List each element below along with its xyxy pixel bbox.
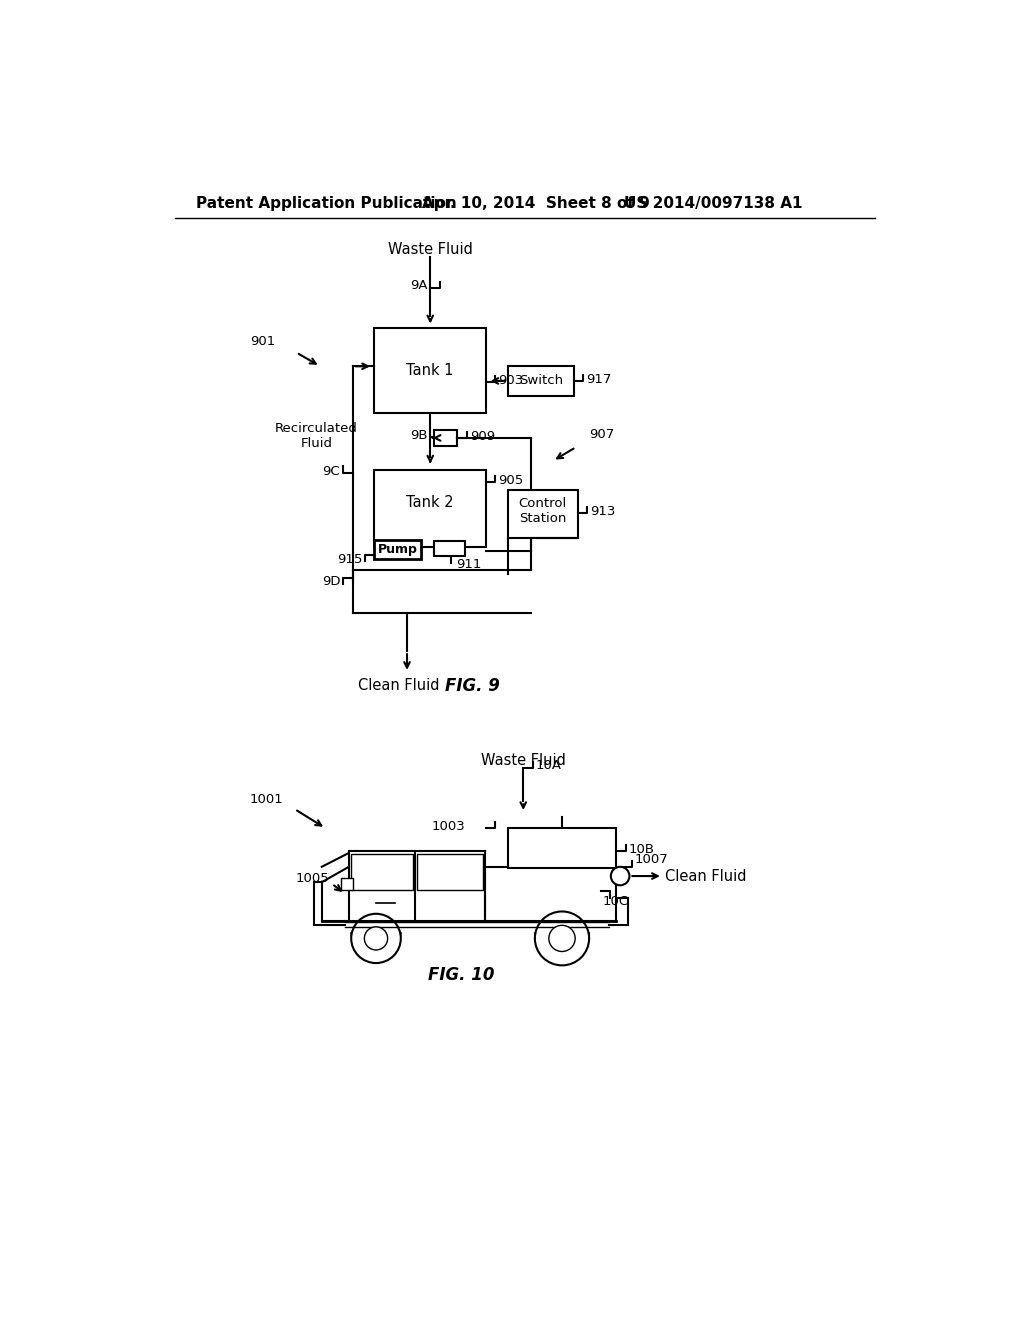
Bar [375, 327, 486, 412]
Bar [341, 878, 352, 890]
Text: Pump: Pump [378, 543, 418, 556]
Bar [508, 367, 573, 396]
Text: 911: 911 [456, 557, 481, 570]
Circle shape [611, 867, 630, 886]
Bar [434, 430, 458, 446]
Bar [508, 490, 578, 539]
Text: 9C: 9C [322, 465, 340, 478]
Bar [434, 541, 465, 557]
Text: FIG. 10: FIG. 10 [428, 966, 495, 983]
Text: 10B: 10B [629, 843, 654, 857]
Text: 1007: 1007 [634, 853, 668, 866]
Text: Switch: Switch [518, 375, 563, 388]
Text: 9D: 9D [322, 574, 340, 587]
Text: 9A: 9A [410, 279, 427, 292]
Text: 913: 913 [590, 506, 615, 519]
Text: 909: 909 [470, 430, 495, 444]
Text: US 2014/0097138 A1: US 2014/0097138 A1 [624, 195, 803, 211]
Text: 10A: 10A [536, 759, 561, 772]
Text: Control
Station: Control Station [518, 498, 566, 525]
Text: Clean Fluid: Clean Fluid [665, 869, 746, 883]
Text: 901: 901 [250, 335, 275, 348]
Text: 903: 903 [499, 374, 523, 387]
Text: 1001: 1001 [249, 792, 283, 805]
Text: 915: 915 [337, 553, 362, 566]
Circle shape [351, 913, 400, 964]
Circle shape [549, 925, 575, 952]
Bar [351, 854, 414, 890]
Text: FIG. 9: FIG. 9 [445, 677, 501, 694]
Bar [508, 829, 616, 869]
Text: Apr. 10, 2014  Sheet 8 of 9: Apr. 10, 2014 Sheet 8 of 9 [423, 195, 650, 211]
Text: 907: 907 [589, 428, 614, 441]
Bar [417, 854, 483, 890]
Text: Tank 1: Tank 1 [407, 363, 454, 378]
Circle shape [365, 927, 388, 950]
Text: 9B: 9B [410, 429, 427, 442]
Bar [375, 470, 486, 548]
Circle shape [535, 911, 589, 965]
Text: 1003: 1003 [431, 820, 465, 833]
Text: Recirculated
Fluid: Recirculated Fluid [274, 421, 357, 450]
Text: 905: 905 [499, 474, 523, 487]
Text: 10C: 10C [602, 895, 629, 908]
Bar [375, 540, 421, 558]
Text: 1005: 1005 [296, 871, 330, 884]
Text: Clean Fluid: Clean Fluid [358, 678, 440, 693]
Text: Patent Application Publication: Patent Application Publication [197, 195, 457, 211]
Text: Waste Fluid: Waste Fluid [388, 242, 473, 257]
Text: Waste Fluid: Waste Fluid [481, 752, 565, 768]
Text: 917: 917 [586, 372, 611, 385]
Text: Tank 2: Tank 2 [407, 495, 454, 510]
